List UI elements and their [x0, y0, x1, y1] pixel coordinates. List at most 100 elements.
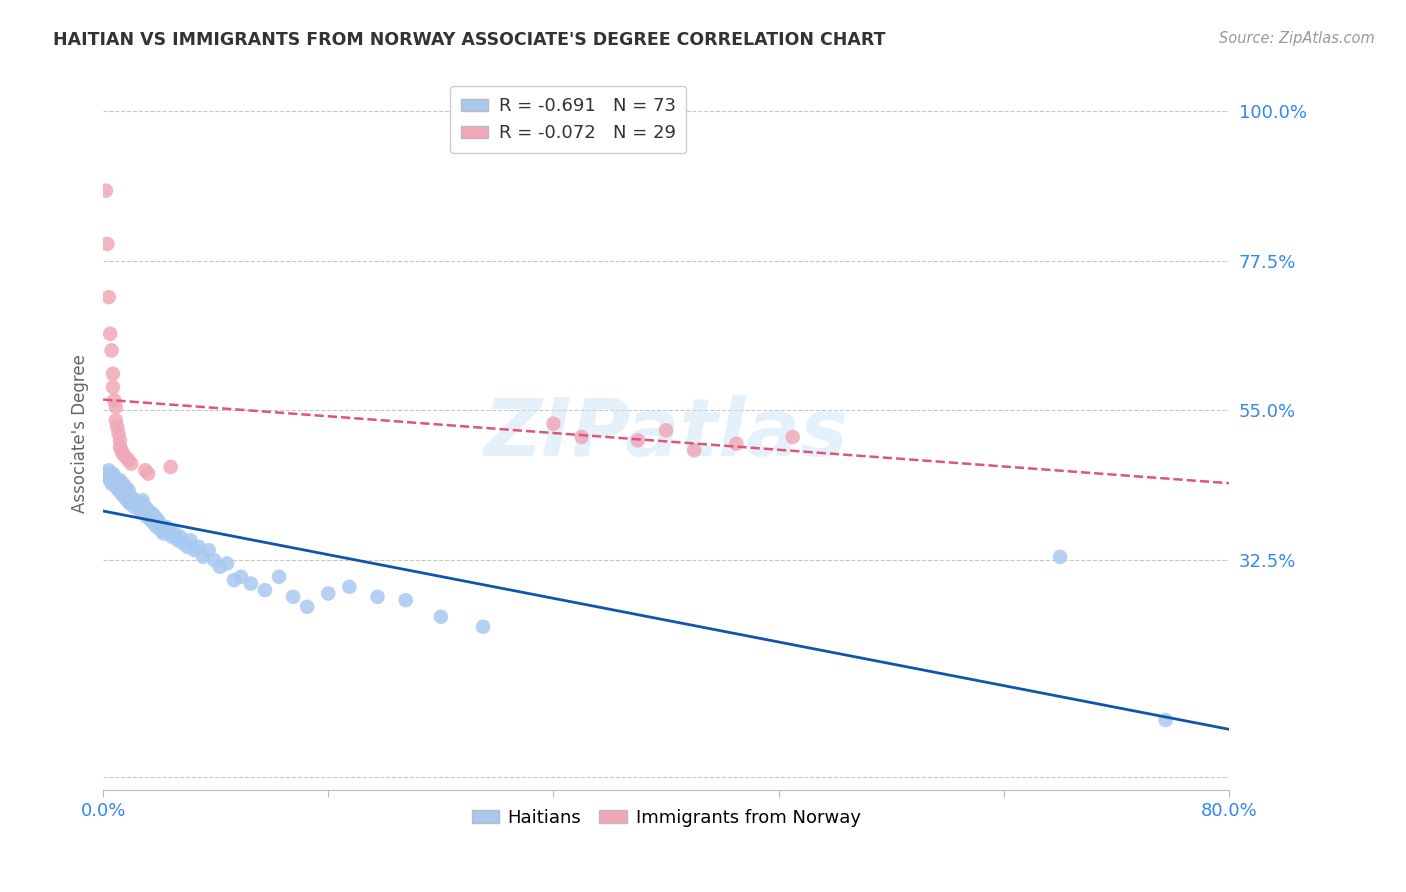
Point: [187, 540, 209, 554]
Point: [208, 559, 231, 574]
Point: [148, 516, 170, 531]
Point: [472, 620, 495, 634]
Point: [172, 536, 194, 550]
Point: [114, 480, 136, 494]
Point: [118, 497, 141, 511]
Point: [117, 453, 139, 467]
Text: ZIPatlas: ZIPatlas: [484, 394, 849, 473]
Y-axis label: Associate's Degree: Associate's Degree: [72, 354, 89, 513]
Point: [253, 583, 276, 598]
Point: [101, 467, 124, 481]
Point: [215, 557, 238, 571]
Point: [150, 520, 173, 534]
Point: [1154, 713, 1177, 727]
Point: [176, 540, 198, 554]
Legend: Haitians, Immigrants from Norway: Haitians, Immigrants from Norway: [464, 802, 868, 834]
Point: [136, 467, 159, 481]
Point: [96, 470, 118, 484]
Point: [103, 393, 125, 408]
Point: [134, 500, 156, 514]
Point: [125, 497, 148, 511]
Point: [339, 580, 361, 594]
Point: [627, 434, 650, 448]
Point: [571, 430, 593, 444]
Point: [97, 463, 120, 477]
Point: [149, 523, 172, 537]
Point: [143, 509, 166, 524]
Point: [120, 457, 142, 471]
Point: [121, 493, 143, 508]
Point: [127, 500, 149, 514]
Point: [94, 467, 117, 481]
Point: [100, 343, 122, 358]
Point: [159, 460, 181, 475]
Point: [146, 513, 169, 527]
Point: [124, 493, 146, 508]
Point: [98, 473, 121, 487]
Point: [104, 400, 127, 414]
Point: [295, 599, 318, 614]
Point: [132, 507, 155, 521]
Point: [367, 590, 389, 604]
Point: [131, 493, 153, 508]
Point: [239, 576, 262, 591]
Point: [725, 436, 748, 450]
Point: [101, 367, 124, 381]
Point: [103, 470, 125, 484]
Point: [122, 500, 145, 514]
Point: [267, 570, 290, 584]
Point: [139, 513, 162, 527]
Point: [110, 486, 132, 500]
Point: [108, 473, 131, 487]
Point: [105, 420, 128, 434]
Point: [108, 434, 131, 448]
Point: [152, 526, 174, 541]
Point: [1049, 549, 1071, 564]
Point: [100, 476, 122, 491]
Point: [281, 590, 304, 604]
Point: [179, 533, 201, 548]
Point: [115, 493, 138, 508]
Point: [683, 443, 706, 458]
Point: [112, 490, 135, 504]
Point: [107, 426, 129, 441]
Point: [142, 516, 165, 531]
Point: [111, 476, 134, 491]
Point: [105, 473, 128, 487]
Point: [395, 593, 418, 607]
Point: [108, 440, 131, 454]
Point: [222, 573, 245, 587]
Point: [101, 380, 124, 394]
Point: [543, 417, 565, 431]
Point: [157, 523, 180, 537]
Point: [135, 509, 157, 524]
Point: [98, 326, 121, 341]
Point: [110, 443, 132, 458]
Point: [104, 480, 127, 494]
Point: [96, 236, 118, 251]
Point: [229, 570, 252, 584]
Text: Source: ZipAtlas.com: Source: ZipAtlas.com: [1219, 31, 1375, 46]
Point: [136, 503, 159, 517]
Point: [430, 609, 453, 624]
Point: [134, 463, 156, 477]
Point: [104, 413, 127, 427]
Point: [128, 503, 150, 517]
Point: [120, 490, 142, 504]
Point: [114, 450, 136, 464]
Point: [141, 507, 163, 521]
Point: [107, 483, 129, 498]
Point: [169, 530, 191, 544]
Point: [129, 497, 152, 511]
Point: [163, 526, 186, 541]
Point: [191, 549, 214, 564]
Point: [316, 586, 339, 600]
Point: [94, 184, 117, 198]
Point: [138, 507, 160, 521]
Text: HAITIAN VS IMMIGRANTS FROM NORWAY ASSOCIATE'S DEGREE CORRELATION CHART: HAITIAN VS IMMIGRANTS FROM NORWAY ASSOCI…: [53, 31, 886, 49]
Point: [160, 530, 183, 544]
Point: [155, 520, 177, 534]
Point: [97, 290, 120, 304]
Point: [145, 520, 167, 534]
Point: [782, 430, 804, 444]
